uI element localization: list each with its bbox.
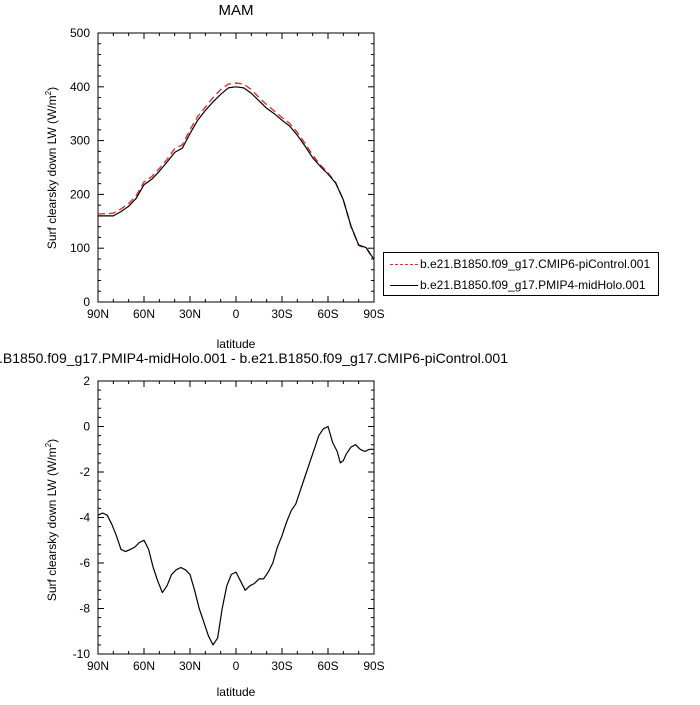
top-x-tick-label: 60N (133, 307, 155, 321)
bottom-plot-frame (97, 380, 375, 655)
top-series-line-0 (98, 82, 375, 261)
top-y-tick-label: 0 (83, 295, 90, 309)
top-y-tick-label: 100 (70, 241, 90, 255)
bottom-chart-title: b.e21.B1850.f09_g17.PMIP4-midHolo.001 - … (0, 350, 508, 366)
top-plot-area: 90N 60N 30N 0 30S 60S 90S 0 100 200 300 400 500 (70, 26, 385, 321)
top-x-tick-label: 60S (317, 307, 338, 321)
bottom-y-tick-label: -8 (79, 602, 90, 616)
legend-label-picontrol: b.e21.B1850.f09_g17.CMIP6-piControl.001 (420, 257, 651, 271)
top-plot-frame (97, 32, 375, 303)
bottom-x-axis-label: latitude (217, 685, 256, 699)
legend-dashed-swatch (390, 264, 418, 265)
top-chart-title: MAM (219, 2, 254, 19)
top-y-tick-label: 500 (70, 26, 90, 40)
bottom-y-tick-label: 0 (83, 420, 90, 434)
bottom-series-line-0 (97, 425, 374, 646)
bottom-x-tick-label: 90S (363, 659, 384, 673)
bottom-x-tick-label: 30N (179, 659, 201, 673)
legend: b.e21.B1850.f09_g17.CMIP6-piControl.001 … (383, 252, 659, 296)
top-y-axis-label: Surf clearsky down LW (W/m2) (44, 87, 59, 249)
legend-solid-swatch (390, 285, 418, 286)
top-x-tick-label: 90N (87, 307, 109, 321)
bottom-x-tick-label: 60S (317, 659, 338, 673)
bottom-y-tick-label: -10 (73, 647, 91, 661)
top-x-tick-label: 90S (363, 307, 384, 321)
bottom-x-tick-label: 0 (233, 659, 240, 673)
top-series-line-1 (98, 86, 375, 260)
bottom-y-tick-label: -2 (79, 465, 90, 479)
bottom-x-tick-label: 60N (133, 659, 155, 673)
top-x-tick-label: 0 (233, 307, 240, 321)
top-x-tick-label: 30S (271, 307, 292, 321)
legend-label-midholo: b.e21.B1850.f09_g17.PMIP4-midHolo.001 (420, 278, 646, 292)
bottom-plot-area: 90N 60N 30N 0 30S 60S 90S -10 -8 -6 -4 -2 0 2 (73, 374, 385, 673)
legend-item-midholo: b.e21.B1850.f09_g17.PMIP4-midHolo.001 (384, 276, 658, 296)
top-y-tick-label: 400 (70, 80, 90, 94)
bottom-y-axis-label: Surf clearsky down LW (W/m2) (44, 439, 59, 601)
bottom-y-tick-label: -6 (79, 556, 90, 570)
top-x-tick-label: 30N (179, 307, 201, 321)
top-y-tick-label: 200 (70, 187, 90, 201)
bottom-x-tick-label: 30S (271, 659, 292, 673)
legend-item-picontrol: b.e21.B1850.f09_g17.CMIP6-piControl.001 (384, 255, 658, 275)
bottom-y-tick-label: -4 (79, 511, 90, 525)
bottom-y-tick-label: 2 (83, 374, 90, 388)
bottom-x-tick-label: 90N (87, 659, 109, 673)
top-x-axis-label: latitude (217, 337, 256, 351)
top-y-tick-label: 300 (70, 134, 90, 148)
